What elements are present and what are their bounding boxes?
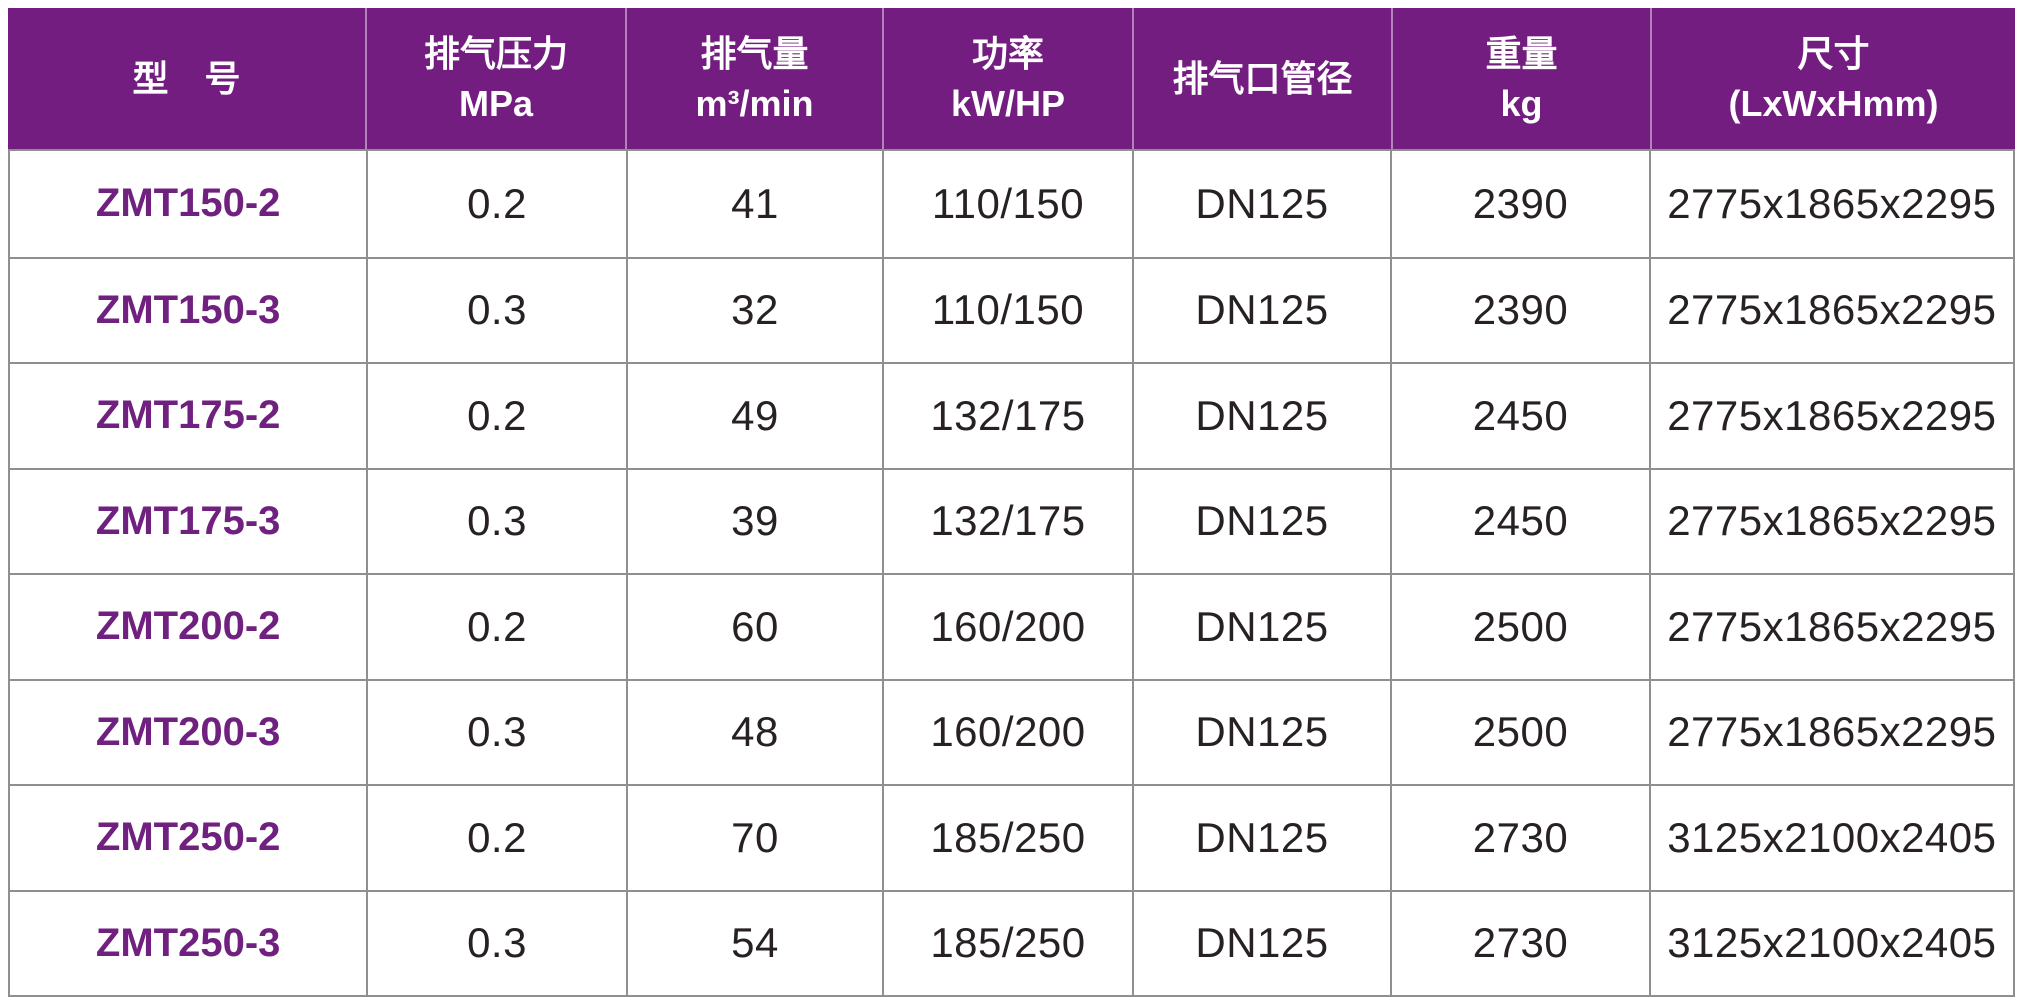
header-label: 重量	[1485, 32, 1558, 74]
capacity-cell: 70	[625, 786, 882, 890]
table-row: ZMT150-2 0.2 41 110/150 DN125 2390 2775x…	[10, 151, 2013, 257]
weight-cell: 2390	[1390, 258, 1648, 362]
dimensions-cell: 2775x1865x2295	[1648, 469, 2013, 573]
dimensions-cell: 2775x1865x2295	[1648, 575, 2013, 679]
table-row: ZMT250-2 0.2 70 185/250 DN125 2730 3125x…	[10, 784, 2013, 890]
pressure-cell: 0.2	[366, 786, 625, 890]
model-cell: ZMT200-2	[95, 604, 281, 649]
weight-cell: 2500	[1390, 575, 1648, 679]
dimensions-cell: 2775x1865x2295	[1648, 680, 2013, 784]
column-header-power: 功率 kW/HP	[882, 8, 1132, 149]
weight-cell: 2730	[1390, 891, 1648, 995]
outlet-cell: DN125	[1131, 680, 1390, 784]
weight-cell: 2730	[1390, 786, 1648, 890]
weight-cell: 2450	[1390, 469, 1648, 573]
column-header-capacity: 排气量 m³/min	[625, 8, 882, 149]
header-unit: kg	[1500, 82, 1543, 124]
model-cell: ZMT250-2	[95, 815, 281, 860]
header-label: 型 号	[132, 57, 241, 99]
column-header-model: 型 号	[8, 8, 365, 149]
pressure-cell: 0.2	[366, 364, 625, 468]
outlet-cell: DN125	[1131, 364, 1390, 468]
spec-table: 型 号 排气压力 MPa 排气量 m³/min 功率 kW/HP 排气口管径 重…	[8, 8, 2015, 997]
pressure-cell: 0.2	[366, 575, 625, 679]
dimensions-cell: 2775x1865x2295	[1648, 364, 2013, 468]
table-row: ZMT200-3 0.3 48 160/200 DN125 2500 2775x…	[10, 678, 2013, 784]
pressure-cell: 0.3	[366, 680, 625, 784]
dimensions-cell: 2775x1865x2295	[1648, 258, 2013, 362]
column-header-dimensions: 尺寸 (LxWxHmm)	[1650, 8, 2015, 149]
outlet-cell: DN125	[1131, 575, 1390, 679]
header-unit: m³/min	[695, 82, 814, 124]
column-header-pressure: 排气压力 MPa	[365, 8, 625, 149]
header-label: 排气量	[700, 32, 809, 74]
pressure-cell: 0.3	[366, 258, 625, 362]
power-cell: 110/150	[882, 151, 1132, 257]
power-cell: 160/200	[882, 680, 1132, 784]
table-header-row: 型 号 排气压力 MPa 排气量 m³/min 功率 kW/HP 排气口管径 重…	[8, 8, 2015, 149]
table-body: ZMT150-2 0.2 41 110/150 DN125 2390 2775x…	[8, 149, 2015, 997]
capacity-cell: 60	[625, 575, 882, 679]
capacity-cell: 49	[625, 364, 882, 468]
model-cell: ZMT200-3	[95, 709, 281, 754]
header-label: 尺寸	[1797, 32, 1870, 74]
model-cell: ZMT150-2	[95, 181, 281, 226]
header-unit: kW/HP	[950, 82, 1065, 124]
model-cell: ZMT175-3	[95, 498, 281, 543]
dimensions-cell: 3125x2100x2405	[1648, 891, 2013, 995]
power-cell: 185/250	[882, 891, 1132, 995]
model-cell: ZMT150-3	[95, 287, 281, 332]
outlet-cell: DN125	[1131, 151, 1390, 257]
table-row: ZMT250-3 0.3 54 185/250 DN125 2730 3125x…	[10, 889, 2013, 995]
dimensions-cell: 2775x1865x2295	[1648, 151, 2013, 257]
capacity-cell: 54	[625, 891, 882, 995]
capacity-cell: 41	[625, 151, 882, 257]
header-unit: (LxWxHmm)	[1728, 82, 1939, 124]
weight-cell: 2390	[1390, 151, 1648, 257]
outlet-cell: DN125	[1131, 469, 1390, 573]
model-cell: ZMT250-3	[95, 920, 281, 965]
header-unit: MPa	[458, 82, 534, 124]
column-header-weight: 重量 kg	[1391, 8, 1650, 149]
pressure-cell: 0.2	[366, 151, 625, 257]
table-row: ZMT175-3 0.3 39 132/175 DN125 2450 2775x…	[10, 467, 2013, 573]
weight-cell: 2450	[1390, 364, 1648, 468]
table-row: ZMT150-3 0.3 32 110/150 DN125 2390 2775x…	[10, 256, 2013, 362]
header-label: 排气压力	[423, 32, 568, 74]
header-label: 功率	[971, 32, 1044, 74]
pressure-cell: 0.3	[366, 891, 625, 995]
table-row: ZMT200-2 0.2 60 160/200 DN125 2500 2775x…	[10, 573, 2013, 679]
capacity-cell: 32	[625, 258, 882, 362]
power-cell: 110/150	[882, 258, 1132, 362]
model-cell: ZMT175-2	[95, 393, 281, 438]
weight-cell: 2500	[1390, 680, 1648, 784]
outlet-cell: DN125	[1131, 258, 1390, 362]
power-cell: 132/175	[882, 469, 1132, 573]
dimensions-cell: 3125x2100x2405	[1648, 786, 2013, 890]
header-label: 排气口管径	[1172, 57, 1353, 99]
power-cell: 132/175	[882, 364, 1132, 468]
outlet-cell: DN125	[1131, 786, 1390, 890]
pressure-cell: 0.3	[366, 469, 625, 573]
power-cell: 160/200	[882, 575, 1132, 679]
outlet-cell: DN125	[1131, 891, 1390, 995]
capacity-cell: 48	[625, 680, 882, 784]
capacity-cell: 39	[625, 469, 882, 573]
power-cell: 185/250	[882, 786, 1132, 890]
column-header-outlet: 排气口管径	[1132, 8, 1391, 149]
table-row: ZMT175-2 0.2 49 132/175 DN125 2450 2775x…	[10, 362, 2013, 468]
